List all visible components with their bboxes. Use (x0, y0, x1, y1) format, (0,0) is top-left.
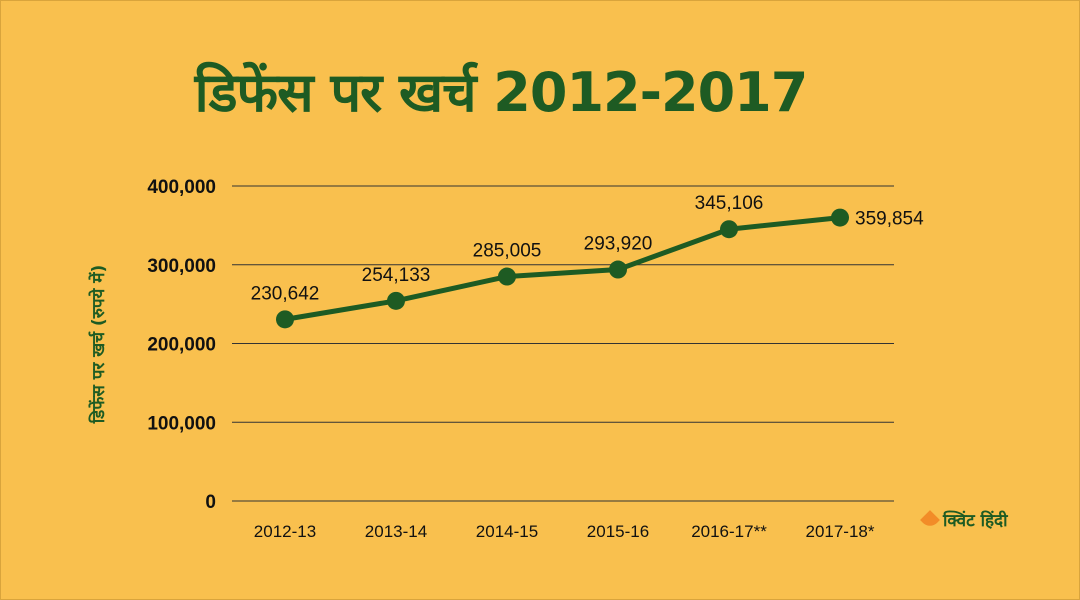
brand-logo: क्विंट हिंदी (920, 508, 1008, 531)
series-line (284, 215, 841, 322)
y-tick-label: 0 (205, 492, 216, 513)
x-tick-label: 2013-14 (365, 522, 427, 541)
logo-text: क्विंट हिंदी (943, 511, 1008, 531)
y-tick-label: 400,000 (147, 177, 216, 198)
data-point (609, 260, 627, 279)
data-points (276, 208, 849, 329)
data-label: 359,854 (855, 209, 924, 230)
y-tick-label: 100,000 (147, 413, 216, 434)
gridlines (232, 185, 894, 502)
data-label: 293,920 (584, 234, 653, 255)
data-point (276, 310, 294, 329)
x-axis-ticks: 2012-13 2013-14 2014-15 2015-16 2016-17** 201… (254, 522, 875, 541)
data-labels: 230,642 254,133 285,005 293,920 345,106 359,8… (251, 193, 924, 304)
data-label: 345,106 (695, 193, 764, 214)
y-tick-label: 200,000 (147, 335, 216, 356)
chart-title: डिफेंस पर खर्च 2012-2017 (194, 61, 809, 124)
data-point (387, 291, 405, 310)
data-point (498, 267, 516, 286)
data-label: 230,642 (251, 283, 320, 304)
x-tick-label: 2016-17** (691, 522, 767, 541)
data-point (831, 208, 849, 227)
y-axis-ticks: 0 100,000 200,000 300,000 400,000 (147, 177, 216, 513)
x-tick-label: 2012-13 (254, 522, 316, 541)
data-point (720, 220, 738, 239)
logo-mark-icon (920, 509, 940, 530)
data-label: 285,005 (473, 241, 542, 262)
x-tick-label: 2014-15 (476, 522, 538, 541)
y-axis-label: डिफेंस पर खर्च (रुपये में) (88, 265, 109, 424)
data-label: 254,133 (362, 265, 431, 286)
x-tick-label: 2015-16 (587, 522, 649, 541)
x-tick-label: 2017-18* (805, 522, 874, 541)
y-tick-label: 300,000 (147, 256, 216, 277)
series-polyline (284, 215, 841, 322)
